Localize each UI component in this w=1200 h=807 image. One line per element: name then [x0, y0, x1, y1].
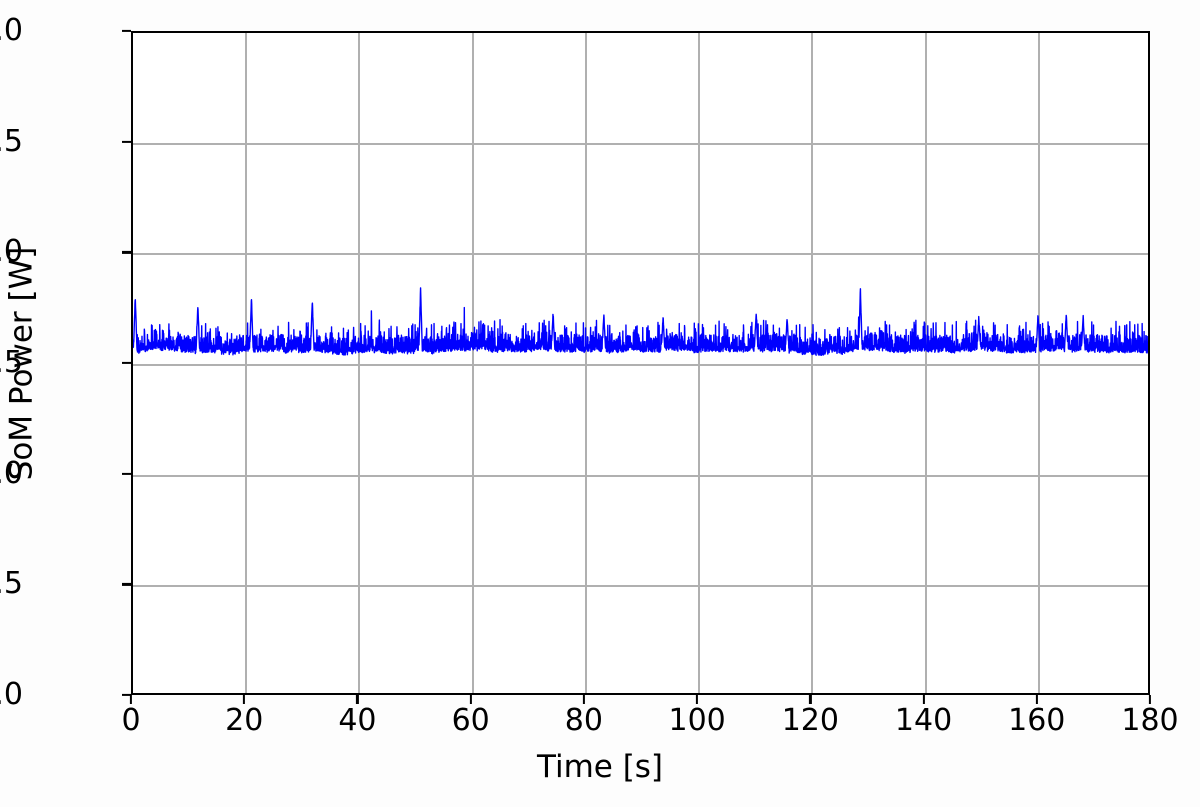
y-tick-label: 0.0: [0, 677, 23, 712]
x-tick-label: 60: [451, 703, 490, 738]
gridline-horizontal: [133, 585, 1148, 588]
x-tick-mark: [129, 695, 133, 704]
y-tick-mark: [122, 472, 131, 475]
y-tick-label: 2.0: [0, 234, 23, 270]
x-tick-label: 80: [564, 703, 603, 738]
x-tick-label: 180: [1121, 703, 1179, 738]
x-tick-label: 40: [338, 703, 377, 738]
x-tick-mark: [1035, 695, 1038, 704]
gridline-vertical: [471, 33, 474, 693]
gridline-vertical: [1037, 33, 1040, 693]
x-tick-label: 140: [894, 703, 953, 738]
gridline-vertical: [245, 33, 248, 693]
y-tick-mark: [122, 693, 131, 697]
x-tick-mark: [922, 695, 925, 704]
x-tick-label: 160: [1008, 703, 1066, 738]
gridline-horizontal: [133, 142, 1148, 145]
x-tick-mark: [469, 695, 472, 704]
y-tick-label: 1.0: [0, 455, 23, 491]
gridline-vertical: [811, 33, 814, 693]
x-tick-mark: [809, 695, 812, 704]
gridline-horizontal: [133, 474, 1148, 477]
y-tick-mark: [122, 29, 131, 33]
x-tick-mark: [696, 695, 699, 704]
x-axis-label: Time [s]: [536, 749, 664, 785]
gridline-horizontal: [133, 364, 1148, 366]
x-tick-mark: [243, 695, 246, 704]
gridline-vertical: [584, 33, 587, 693]
x-tick-mark: [356, 695, 359, 704]
y-tick-mark: [122, 583, 131, 586]
x-tick-label: 20: [225, 703, 264, 738]
y-tick-label: 1.5: [0, 345, 23, 380]
gridline-vertical: [358, 33, 361, 693]
x-tick-label: 0: [121, 703, 141, 738]
x-tick-label: 100: [668, 703, 726, 738]
power-trace-line: [133, 287, 1148, 357]
plot-area: [131, 31, 1150, 695]
y-tick-label: 3.0: [0, 13, 23, 48]
y-tick-mark: [122, 140, 131, 143]
y-tick-label: 0.5: [0, 566, 23, 602]
x-tick-label: 120: [781, 703, 839, 738]
y-tick-mark: [122, 361, 131, 365]
gridline-vertical: [698, 33, 701, 693]
y-tick-label: 2.5: [0, 123, 23, 159]
y-tick-mark: [122, 251, 131, 254]
x-tick-mark: [582, 695, 585, 704]
gridline-horizontal: [133, 253, 1148, 256]
x-tick-mark: [1148, 695, 1152, 704]
gridline-vertical: [924, 33, 927, 693]
